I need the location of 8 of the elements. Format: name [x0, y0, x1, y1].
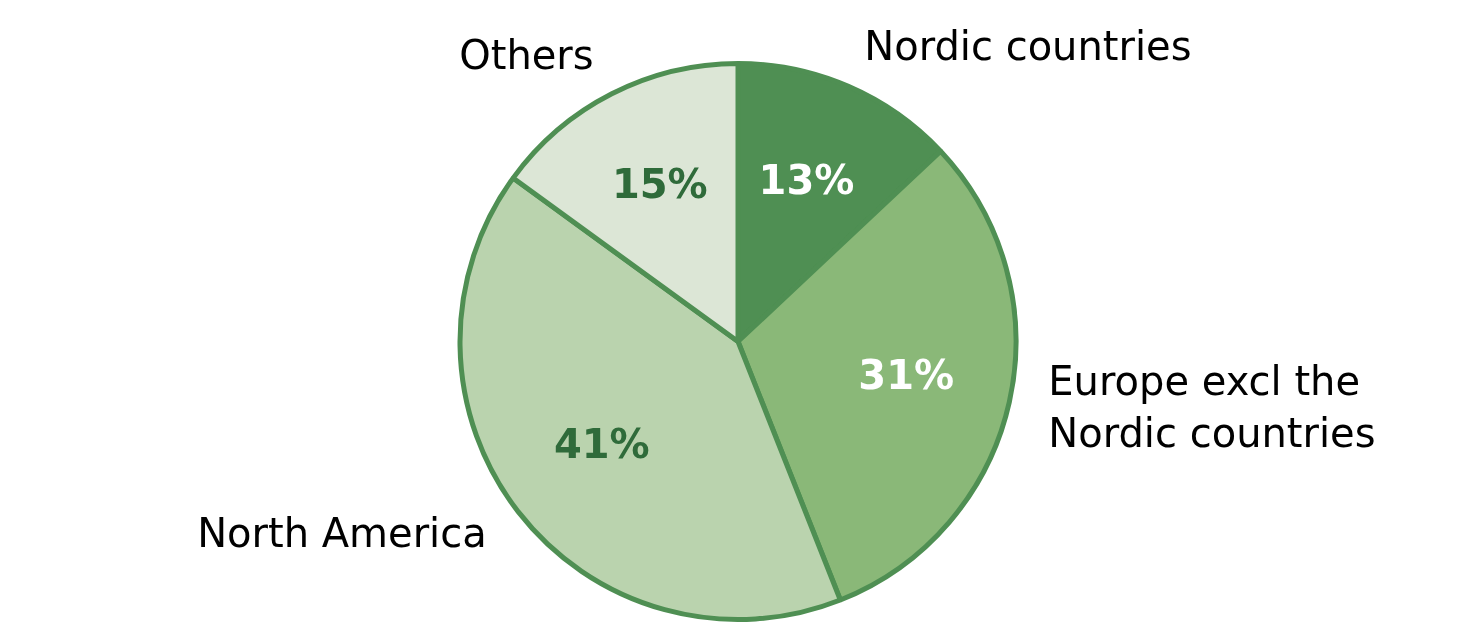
slice-label: Nordic countries	[864, 23, 1192, 70]
slice-label: Others	[459, 31, 594, 78]
slice-label: Europe excl the Nordic countries	[1048, 358, 1376, 457]
data-label: 31%	[858, 352, 955, 399]
slice-label: North America	[197, 509, 487, 556]
data-label: 15%	[611, 161, 708, 208]
data-label: 13%	[758, 156, 855, 203]
data-label: 41%	[553, 420, 650, 467]
